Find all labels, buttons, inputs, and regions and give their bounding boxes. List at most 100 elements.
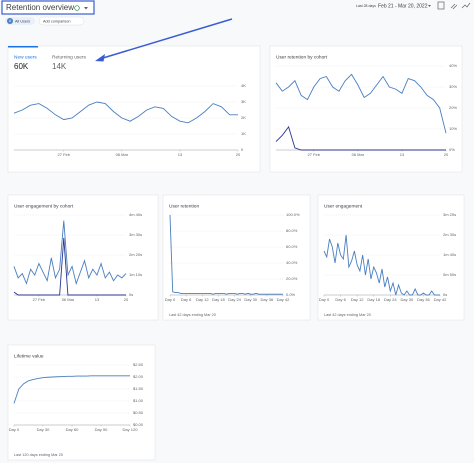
insights-icon[interactable] [461, 2, 471, 9]
x-tick-label: 27 Feb [308, 152, 321, 157]
x-tick-label: 20 [236, 152, 241, 157]
add-comparison[interactable]: Add comparison [43, 19, 70, 23]
segment-avatar [7, 18, 13, 24]
line-series [13, 220, 127, 286]
y-tick-label: 1m 10s [129, 272, 142, 277]
x-tick-label: 27 Feb [58, 152, 71, 157]
metric-tab-total: 14K [52, 62, 67, 71]
y-tick-label: $1.00 [133, 398, 144, 403]
line-series [323, 234, 440, 296]
y-tick-label: 100.0% [286, 212, 300, 217]
dropdown-icon[interactable] [84, 7, 88, 10]
line-series [275, 73, 447, 134]
y-tick-label: 3m 20s [443, 212, 456, 217]
y-tick-label: 0 [241, 147, 244, 152]
metric-tab-label[interactable]: Returning users [52, 54, 86, 60]
x-tick-label: 06 Mar [352, 152, 365, 157]
y-tick-label: $0.00 [133, 422, 144, 427]
y-tick-label: 0% [449, 147, 455, 152]
y-tick-label: 2m 30s [443, 232, 456, 237]
card-title: User engagement [324, 203, 363, 209]
y-tick-label: 30% [449, 84, 457, 89]
y-tick-label: 60.0% [286, 244, 298, 249]
page-title[interactable]: Retention overview [6, 3, 74, 12]
y-tick-label: 2m 20s [129, 252, 142, 257]
x-tick-label: Day 36 [417, 297, 430, 302]
y-tick-label: 1K [241, 131, 246, 136]
line-series [169, 214, 283, 295]
x-tick-label: Day 18 [367, 297, 380, 302]
card-title: User retention by cohort [276, 54, 328, 60]
x-tick-label: Day 12 [196, 297, 209, 302]
y-tick-label: 0m 50s [443, 272, 456, 277]
date-dropdown[interactable] [428, 5, 431, 7]
line-series [13, 375, 130, 404]
x-tick-label: 20 [444, 152, 449, 157]
y-tick-label: 20.0% [286, 276, 298, 281]
x-tick-label: Day 0 [165, 297, 176, 302]
x-tick-label: 06 Mar [116, 152, 129, 157]
y-tick-label: 4m 40s [129, 212, 142, 217]
metric-tab-label[interactable]: New users [14, 54, 37, 60]
status-icon [74, 5, 80, 11]
x-tick-label: Day 18 [212, 297, 225, 302]
x-tick-label: Day 0 [9, 427, 20, 432]
y-tick-label: 4K [241, 83, 246, 88]
x-tick-label: Day 30 [244, 297, 257, 302]
edit-icon[interactable] [450, 3, 458, 10]
y-tick-label: 40.0% [286, 260, 298, 265]
y-tick-label: 0s [129, 292, 133, 297]
x-tick-label: Day 42 [434, 297, 447, 302]
x-tick-label: Day 90 [95, 427, 108, 432]
x-tick-label: 27 Feb [33, 297, 46, 302]
card [162, 194, 311, 321]
y-tick-label: 0.0% [286, 292, 296, 297]
share-icon[interactable] [437, 1, 445, 10]
line-series [275, 125, 446, 151]
y-tick-label: 3m 30s [129, 232, 142, 237]
y-tick-label: 3K [241, 99, 246, 104]
date-range[interactable]: Feb 21 - Mar 20, 2022 [378, 3, 428, 9]
y-tick-label: 20% [449, 105, 457, 110]
x-tick-label: 13 [95, 297, 100, 302]
segment-letter: A [9, 19, 12, 23]
card [7, 45, 261, 173]
x-tick-label: 13 [178, 152, 183, 157]
x-tick-label: Day 42 [277, 297, 290, 302]
x-tick-label: Day 12 [351, 297, 364, 302]
card-title: User engagement by cohort [14, 203, 74, 209]
annotation-arrow [102, 18, 233, 59]
segment-name: All Users [15, 19, 30, 23]
y-tick-label: 80.0% [286, 228, 298, 233]
x-tick-label: Day 36 [261, 297, 274, 302]
x-tick-label: Day 24 [384, 297, 397, 302]
x-tick-label: Day 60 [66, 427, 79, 432]
x-tick-label: Day 6 [181, 297, 192, 302]
x-tick-label: Day 30 [401, 297, 414, 302]
line-series [13, 101, 238, 124]
y-tick-label: 10% [449, 126, 457, 131]
range-label: Last 28 days [356, 4, 376, 8]
title-box [1, 0, 95, 15]
card [7, 194, 159, 321]
footnote: Last 42 days ending Mar 20 [324, 313, 371, 317]
y-tick-label: $2.50 [133, 362, 144, 367]
footnote: Last 120 days ending Mar 20 [14, 453, 63, 457]
x-tick-label: 20 [124, 297, 129, 302]
add-comparison-chip[interactable] [38, 16, 85, 26]
card [7, 344, 156, 461]
y-tick-label: 40% [449, 63, 457, 68]
x-tick-label: 13 [400, 152, 405, 157]
y-tick-label: 2K [241, 115, 246, 120]
segment-chip[interactable] [5, 17, 35, 25]
y-tick-label: $1.50 [133, 386, 144, 391]
y-tick-label: 0s [443, 292, 447, 297]
card [269, 45, 463, 173]
x-tick-label: Day 6 [335, 297, 346, 302]
x-tick-label: Day 0 [319, 297, 330, 302]
active-tab-indicator [8, 46, 38, 48]
card-title: User retention [169, 203, 199, 209]
annotation-arrowhead [95, 54, 105, 62]
y-tick-label: $2.00 [133, 374, 144, 379]
